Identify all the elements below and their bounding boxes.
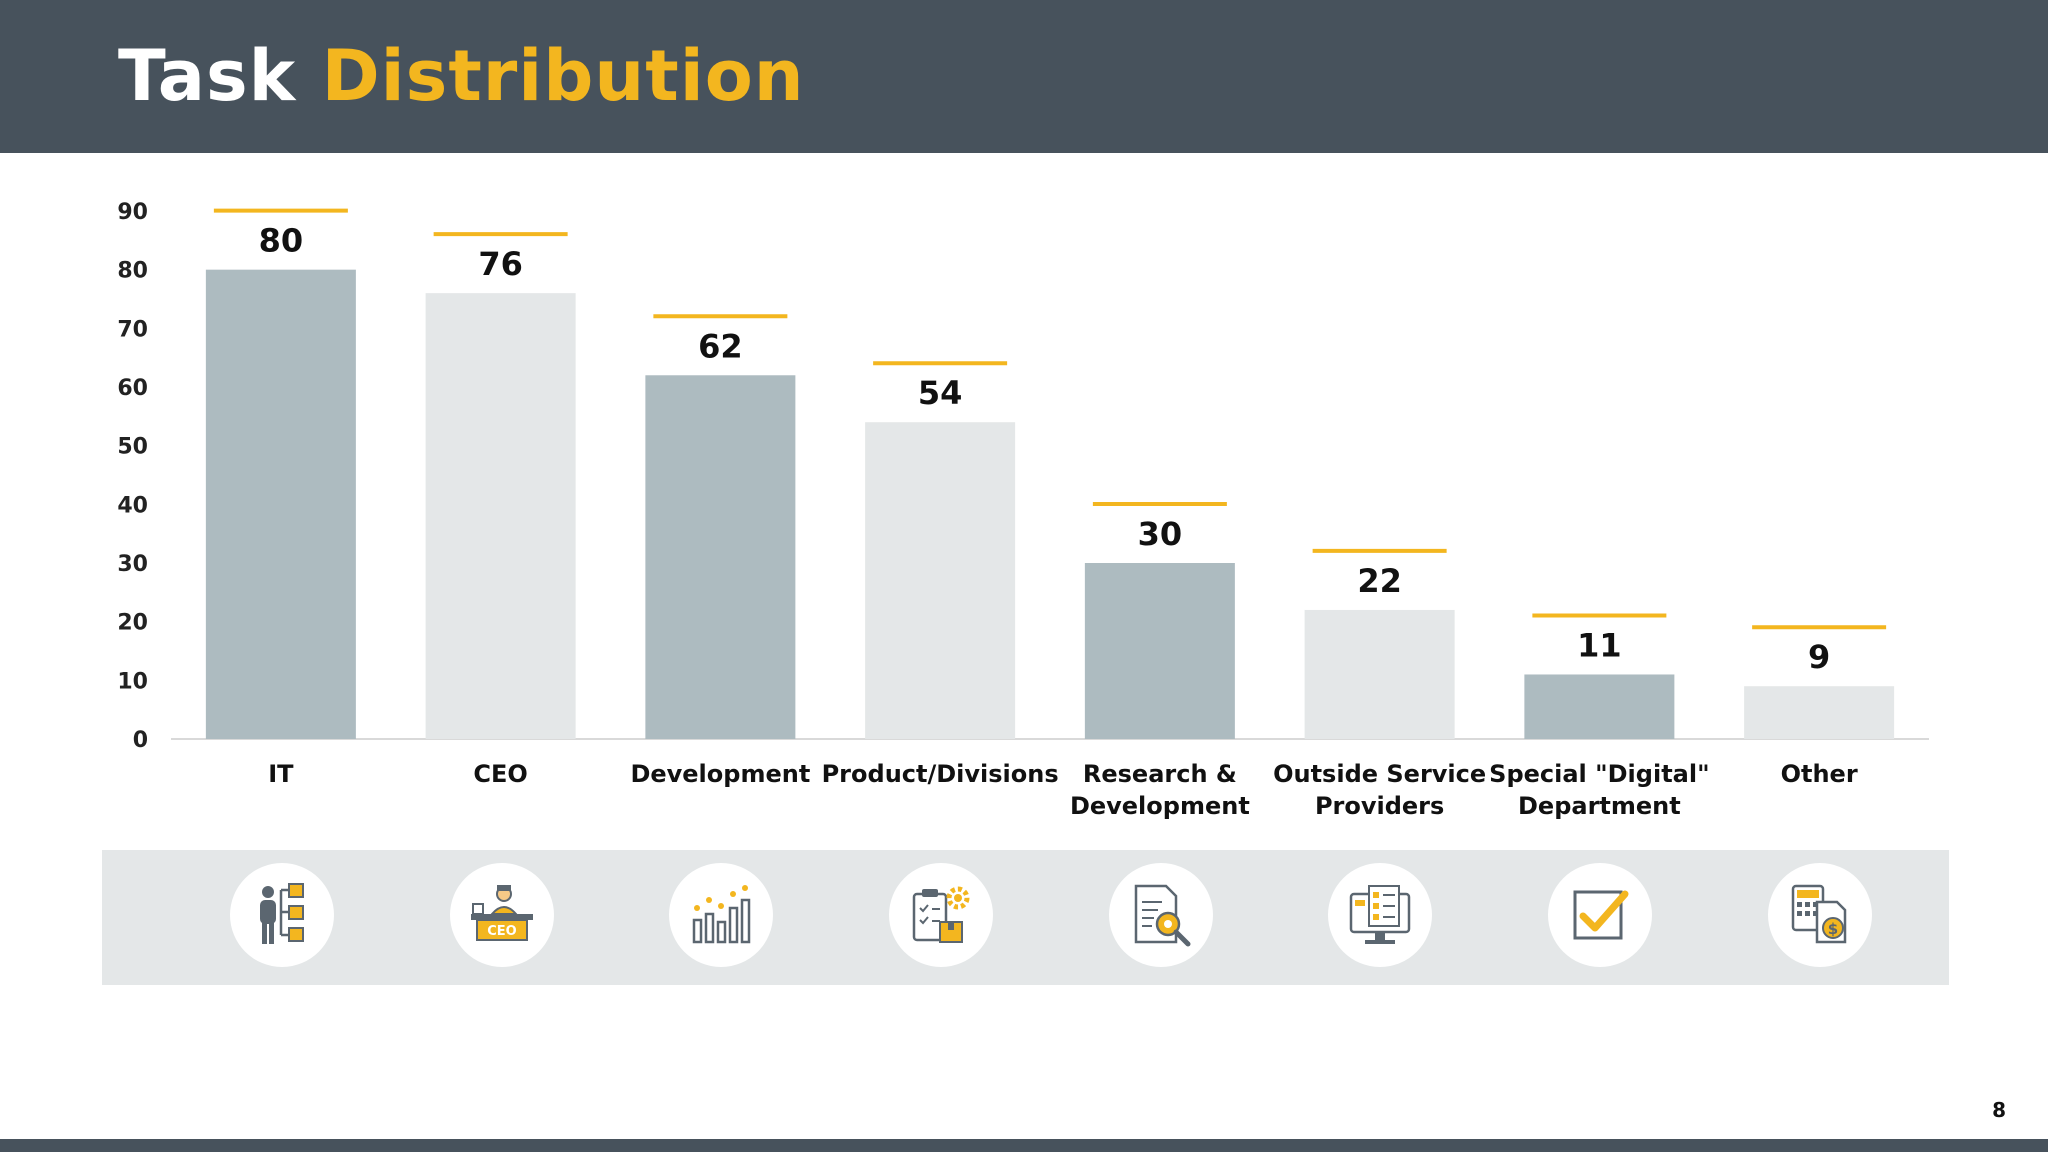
y-tick-label: 0: [133, 728, 148, 753]
y-tick-label: 20: [117, 611, 148, 636]
footer-bar: [0, 1139, 2048, 1152]
y-tick-label: 30: [117, 552, 148, 577]
icon-strip: [102, 850, 1949, 985]
category-label: Other: [1781, 760, 1858, 788]
y-tick-label: 10: [117, 669, 148, 694]
document-search-icon: [1109, 863, 1213, 967]
category-label-line: IT: [268, 760, 294, 788]
data-label: 80: [259, 222, 304, 260]
y-tick-label: 50: [117, 435, 148, 460]
category-label: Development: [630, 760, 810, 788]
calculator-dollar-icon: $: [1768, 863, 1872, 967]
y-tick-label: 80: [117, 259, 148, 284]
bar: [1524, 674, 1675, 739]
category-label: IT: [268, 760, 294, 788]
bar: [205, 269, 356, 739]
category-label: CEO: [473, 760, 527, 788]
category-label-line: Other: [1781, 760, 1858, 788]
category-label: Special "Digital" Department: [1489, 760, 1709, 820]
category-label: Research & Development: [1070, 760, 1250, 820]
page-number: 8: [1992, 1098, 2006, 1122]
category-label-line: Development: [1070, 792, 1250, 820]
bar: [1084, 563, 1235, 739]
clipboard-gear-icon: [889, 863, 993, 967]
category-label-line: Development: [630, 760, 810, 788]
data-label: 54: [918, 374, 963, 412]
y-tick-label: 70: [117, 317, 148, 342]
y-tick-label: 60: [117, 376, 148, 401]
y-tick-label: 40: [117, 493, 148, 518]
bar: [425, 293, 576, 739]
category-label-line: Outside Service: [1273, 760, 1486, 788]
ceo-desk-icon: CEO: [450, 863, 554, 967]
data-label: 76: [478, 245, 523, 283]
org-structure-icon: [230, 863, 334, 967]
data-label: 9: [1808, 638, 1830, 676]
monitor-checklist-icon: [1328, 863, 1432, 967]
category-label: Product/Divisions: [822, 760, 1059, 788]
data-label: 22: [1357, 562, 1402, 600]
category-label: Outside Service Providers: [1273, 760, 1486, 820]
category-label-line: CEO: [473, 760, 527, 788]
category-label-line: Research &: [1083, 760, 1237, 788]
data-label: 62: [698, 327, 743, 365]
slide-header: Task Distribution: [0, 0, 2048, 153]
category-label-line: Special "Digital": [1489, 760, 1709, 788]
growth-chart-icon: [669, 863, 773, 967]
bar: [1744, 686, 1895, 739]
category-label-line: Product/Divisions: [822, 760, 1059, 788]
task-distribution-chart: 0 10 20 30 40 50 60 70 80 90 80 IT 76 CEO 62 Developmen…: [117, 200, 1929, 820]
bar: [1304, 609, 1455, 739]
category-label-line: Department: [1518, 792, 1681, 820]
checkbox-icon: [1548, 863, 1652, 967]
category-label-line: Providers: [1315, 792, 1444, 820]
bar: [645, 375, 796, 739]
bar: [865, 422, 1016, 739]
slide-title: Task Distribution: [118, 36, 805, 116]
y-tick-label: 90: [117, 200, 148, 225]
title-word-task: Task: [118, 35, 297, 117]
title-word-distribution: Distribution: [321, 35, 805, 117]
svg-text:$: $: [1828, 920, 1838, 938]
data-label: 11: [1577, 626, 1622, 664]
data-label: 30: [1138, 515, 1183, 553]
svg-text:CEO: CEO: [487, 924, 516, 939]
